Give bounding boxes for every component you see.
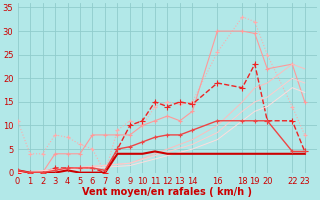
X-axis label: Vent moyen/en rafales ( km/h ): Vent moyen/en rafales ( km/h ) <box>82 187 252 197</box>
